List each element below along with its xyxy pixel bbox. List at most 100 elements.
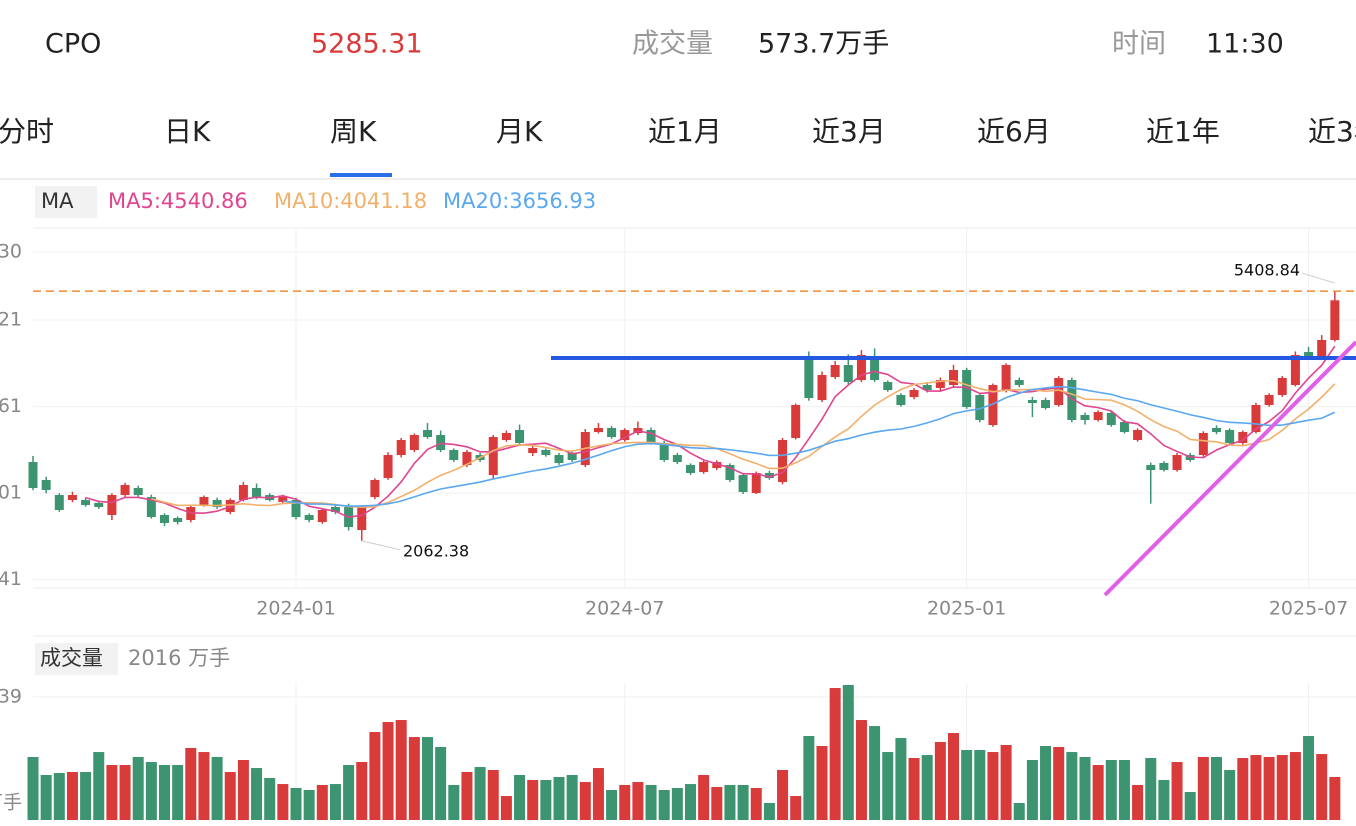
candle-body bbox=[686, 465, 695, 473]
candle-body bbox=[712, 462, 722, 468]
candle-body bbox=[1251, 405, 1261, 433]
volume-bar bbox=[606, 790, 618, 820]
tab[interactable]: 近1年 bbox=[1146, 115, 1220, 148]
volume-bar bbox=[27, 756, 39, 820]
candle-body bbox=[1317, 340, 1327, 358]
candle-body bbox=[1238, 432, 1248, 443]
candle-body bbox=[28, 462, 38, 488]
volume-bar bbox=[632, 782, 644, 820]
candle-body bbox=[975, 395, 985, 421]
volume-bar bbox=[1066, 752, 1078, 820]
candle-body bbox=[672, 455, 682, 463]
volume-bar bbox=[882, 752, 894, 820]
candle-body bbox=[370, 480, 380, 498]
candle-body bbox=[199, 497, 209, 506]
candle-body bbox=[252, 488, 262, 498]
volume-bar bbox=[987, 752, 999, 820]
volume-bar bbox=[422, 737, 433, 820]
volume-bar bbox=[1158, 780, 1170, 820]
tab[interactable]: 近3年 bbox=[1308, 115, 1356, 148]
volume-bar bbox=[869, 726, 881, 820]
volume-bar bbox=[816, 746, 828, 820]
volume-bar bbox=[1013, 802, 1025, 820]
volume-box bbox=[35, 643, 118, 675]
tab-underline bbox=[330, 173, 392, 177]
volume-bar bbox=[435, 747, 447, 820]
volume-bar bbox=[40, 775, 52, 820]
candle-body bbox=[94, 503, 104, 508]
volume-bar bbox=[934, 741, 946, 820]
candle-body bbox=[41, 480, 51, 491]
volume-bar bbox=[777, 769, 789, 820]
candle-body bbox=[1225, 430, 1235, 443]
volume-bar bbox=[921, 755, 933, 820]
candle-body bbox=[909, 390, 919, 398]
candle-body bbox=[988, 385, 998, 426]
candle-body bbox=[330, 507, 340, 513]
candle-body bbox=[107, 495, 117, 516]
volume-bar bbox=[264, 778, 276, 820]
candle-body bbox=[146, 497, 156, 518]
plot: MA5:4540.86 MA10:4041.18 MA20:3656.93 1541 2… bbox=[0, 189, 1356, 820]
volume-bar bbox=[1289, 752, 1301, 820]
x-tick-label: 2025-01 bbox=[927, 598, 1006, 620]
x-tick-label: 2024-01 bbox=[256, 598, 335, 620]
candle-body bbox=[1172, 455, 1182, 471]
volume-bar bbox=[1276, 755, 1288, 820]
volume-bar bbox=[1316, 754, 1328, 820]
candle-body bbox=[383, 455, 393, 478]
x-tick-label: 2024-07 bbox=[585, 598, 664, 620]
max-leader bbox=[1301, 272, 1335, 284]
volume-bar bbox=[1053, 747, 1065, 820]
y-tick-label: 3861 bbox=[0, 395, 22, 417]
volume-unit: 万手 bbox=[0, 792, 22, 814]
tab[interactable]: 月K bbox=[496, 115, 543, 148]
tab[interactable]: 日K bbox=[164, 115, 211, 148]
volume-bar bbox=[671, 787, 683, 820]
candle-body bbox=[778, 440, 788, 483]
candle-body bbox=[1093, 412, 1103, 421]
volume-label: 成交量 bbox=[632, 29, 713, 60]
y-tick-label: 5930 bbox=[0, 241, 22, 263]
volume-bar bbox=[80, 771, 92, 820]
volume-bar bbox=[1079, 756, 1091, 820]
candle-body bbox=[856, 355, 866, 381]
volume-bar bbox=[316, 784, 328, 820]
y-tick-label: 1839 bbox=[0, 685, 22, 707]
candle-body bbox=[1146, 465, 1156, 471]
volume-bar bbox=[66, 771, 78, 820]
volume-bar bbox=[343, 765, 355, 820]
candle-body bbox=[751, 473, 761, 493]
y-tick-label: 2701 bbox=[0, 482, 22, 504]
candle-body bbox=[317, 510, 327, 523]
volume-bar bbox=[382, 722, 394, 820]
volume-bar bbox=[1092, 765, 1104, 820]
tab[interactable]: 周K bbox=[330, 115, 377, 148]
candle-body bbox=[54, 495, 64, 511]
volume-bar bbox=[592, 768, 604, 820]
tab[interactable]: 近1月 bbox=[648, 115, 722, 148]
tab[interactable]: 分时 bbox=[0, 115, 54, 148]
candle-body bbox=[212, 500, 222, 508]
tab[interactable]: 近3月 bbox=[812, 115, 886, 148]
candle-body bbox=[81, 500, 91, 506]
tab-bar: 分时 日K 周K 月K 近1月 近3月 近6月 近1年 近3年 bbox=[0, 115, 1356, 177]
time: 11:30 bbox=[1206, 29, 1284, 60]
volume-bar bbox=[790, 796, 802, 820]
candle-body bbox=[357, 507, 367, 531]
volume-bar bbox=[1250, 755, 1262, 820]
candle-body bbox=[1067, 380, 1077, 421]
candle-body bbox=[791, 405, 801, 438]
volume-bar bbox=[198, 752, 210, 820]
volume-bar bbox=[1105, 760, 1117, 820]
candle-body bbox=[843, 365, 853, 383]
volume-bar bbox=[566, 775, 578, 820]
min-leader bbox=[361, 540, 401, 551]
candle-body bbox=[567, 453, 577, 461]
volume-bar bbox=[1118, 760, 1130, 820]
legend-entry: MA20:3656.93 bbox=[443, 189, 596, 213]
volume-bar bbox=[645, 784, 657, 820]
tab[interactable]: 近6月 bbox=[977, 115, 1051, 148]
